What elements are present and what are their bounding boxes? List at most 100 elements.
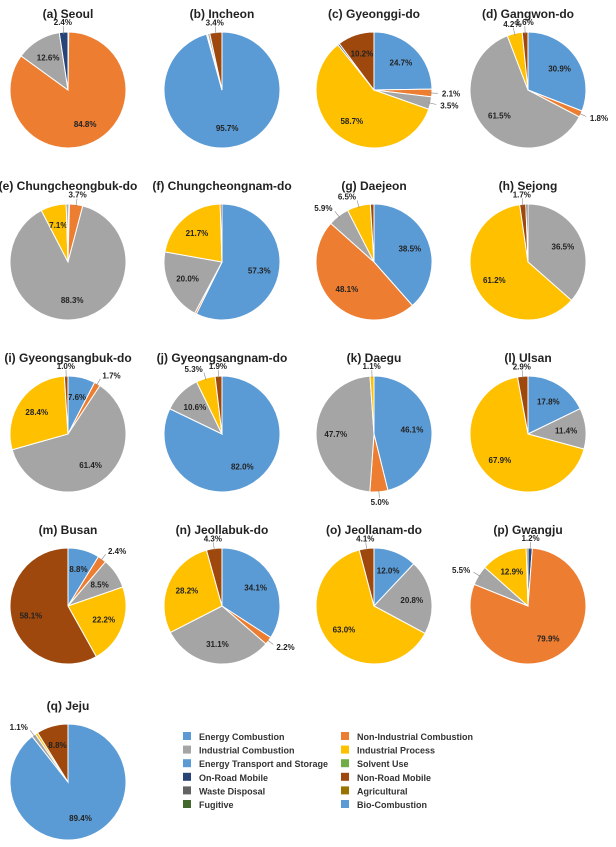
legend-swatch [183,759,191,768]
pie-data-label: 7.6% [68,393,86,402]
pie-data-label: 1.1% [363,362,381,371]
pie-leader-line [378,489,380,498]
pie-data-label: 12.0% [377,566,400,575]
legend-swatch [183,732,191,740]
pie-slice-non-road-mobile [9,547,97,665]
pie-data-label: 34.1% [244,584,267,593]
pie-data-label: 20.0% [176,275,199,284]
pie-data-label: 58.1% [20,612,43,621]
legend-swatch [341,786,349,795]
pie-slice-energy-combustion [527,375,581,435]
pie-title: (l) Ulsan [504,351,551,365]
pie-slice-waste-disposal [65,203,69,263]
pie-title: (k) Daegu [347,351,402,365]
pie-data-label: 5.0% [371,498,389,507]
pie-o-jeollanam-do: (o) Jeollanam-do 12.0% 20.8% 63.0% 4.1% [315,523,433,665]
pie-data-label: 1.9% [209,362,227,371]
legend-label: Industrial Process [357,746,435,756]
legend-swatch [183,800,191,808]
legend: Energy Combustion Non-Industrial Combusti… [183,732,473,810]
pie-slice-industrial-process [163,549,223,634]
pie-slice-energy-combustion [373,375,433,491]
pie-leader-line [266,639,274,645]
pie-data-label: 11.4% [555,426,577,435]
pie-data-label: 6.5% [338,192,356,201]
pie-data-label: 1.1% [10,723,28,732]
pie-data-label: 2.2% [276,643,294,652]
pie-leader-line [203,372,207,381]
pie-data-label: 4.2% [503,20,521,29]
pie-data-label: 8.5% [90,580,108,589]
legend-item-on-road-mobile: On-Road Mobile [183,772,268,783]
pie-slice-energy-combustion [527,31,587,112]
legend-item-solvent-use: Solvent Use [341,759,409,769]
pie-title: (h) Sejong [499,179,558,193]
legend-label: Non-Industrial Combustion [357,732,473,742]
pie-data-label: 2.4% [108,547,126,556]
pie-slice-industrial-combustion [373,563,433,635]
pie-slice-industrial-process [164,203,223,263]
pie-title: (g) Daejeon [341,179,406,193]
pie-data-label: 63.0% [333,626,356,635]
pie-d-gangwon-do: (d) Gangwon-do 30.9% 1.8% 61.5% 4.2%1.6% [469,7,608,149]
legend-swatch [341,732,349,740]
legend-swatch [183,786,191,795]
pie-leader-line [214,26,217,35]
pie-slice-non-road-mobile [36,723,69,784]
pie-m-busan: (m) Busan 8.8% 2.4% 8.5% 22.2% 58.1% [9,523,127,665]
pie-data-label: 36.5% [552,242,575,251]
pie-slice-energy-combustion [373,203,433,307]
pie-title: (i) Gyeongsangbuk-do [4,351,131,365]
pie-data-label: 31.1% [206,640,229,649]
pie-slice-agricultural [525,547,529,607]
legend-item-energy-combustion: Energy Combustion [183,732,285,742]
legend-swatch [183,772,191,781]
legend-label: Fugitive [199,800,234,810]
pie-slice-non-road-mobile [219,203,223,263]
pie-data-label: 5.9% [314,204,332,213]
pie-data-label: 61.4% [79,461,102,470]
legend-swatch [341,772,349,781]
pie-leader-line [96,378,101,386]
pie-data-label: 1.6% [515,18,533,27]
pie-title: (p) Gwangju [493,523,562,537]
pie-slice-industrial-process [9,375,69,451]
legend-item-non-road-mobile: Non-Road Mobile [341,772,431,783]
pie-slice-waste-disposal [525,203,529,263]
pie-data-label: 47.7% [324,430,347,439]
pie-slice-industrial-process [469,376,585,493]
pie-e-chungcheongbuk-do: (e) Chungcheongbuk-do3.7% 88.3% 7.1% [0,179,137,321]
pie-slice-industrial-process [315,43,430,149]
legend-label: Solvent Use [357,759,409,769]
legend-label: Agricultural [357,786,408,796]
pie-data-label: 1.0% [57,362,75,371]
pie-slice-energy-combustion [195,203,281,321]
pie-h-sejong: (h) Sejong 36.5% 61.2% 1.7% [469,179,587,321]
pie-f-chungcheongnam-do: (f) Chungcheongnam-do 57.3% 20.0% 21.7% [152,179,292,321]
pie-leader-line [213,542,215,551]
pie-title: (n) Jeollabuk-do [176,523,269,537]
pie-slice-industrial-combustion [469,35,581,149]
pie-leader-line [356,200,360,209]
pie-slice-industrial-combustion [527,203,587,302]
pie-title: (c) Gyeonggi-do [328,7,420,21]
legend-label: Bio-Combustion [357,800,427,810]
legend-swatch [341,800,349,808]
pie-leader-line [75,198,78,207]
pie-data-label: 3.5% [440,101,458,110]
pie-data-label: 48.1% [336,285,359,294]
pie-data-label: 57.3% [248,267,271,276]
pie-data-label: 2.1% [442,90,460,99]
pie-g-daejeon: (g) Daejeon 38.5% 48.1% 5.9% 6.5% [314,179,433,321]
pie-title: (a) Seoul [43,7,94,21]
pie-data-label: 67.9% [489,456,512,465]
pie-data-label: 61.5% [488,111,511,120]
pie-data-label: 28.2% [176,587,199,596]
legend-swatch [341,759,349,768]
legend-label: Non-Road Mobile [357,773,431,783]
pie-data-label: 20.8% [400,596,423,605]
pie-data-label: 89.4% [69,814,92,823]
pie-l-ulsan: (l) Ulsan 17.8% 11.4% 67.9% 2.9% [469,351,587,493]
legend-item-bio-combustion: Bio-Combustion [341,800,427,810]
